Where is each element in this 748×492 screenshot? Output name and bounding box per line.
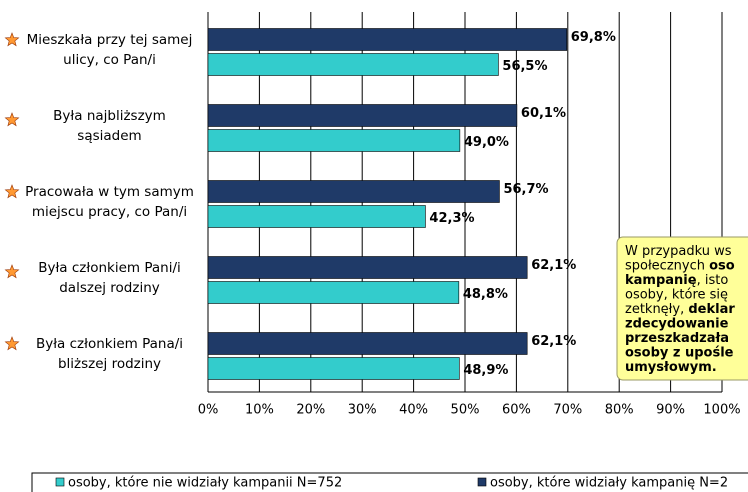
legend-label: osoby, które widziały kampanię N=2 bbox=[490, 476, 728, 491]
legend-box bbox=[31, 472, 748, 492]
x-tick-label: 40% bbox=[399, 403, 428, 418]
value-label: 60,1% bbox=[521, 106, 566, 121]
annotation-segment: umysłowym. bbox=[625, 360, 717, 375]
star-icon bbox=[4, 112, 20, 127]
annotation-segment: , isto bbox=[697, 273, 729, 288]
x-tick-label: 0% bbox=[198, 403, 219, 418]
annotation-segment: przeszkadzała bbox=[625, 331, 729, 346]
annotation-text: W przypadku ws społecznych oso kampanię, i… bbox=[625, 244, 735, 375]
value-label: 48,9% bbox=[463, 363, 508, 378]
category-label: Mieszkała przy tej samej ulicy, co Pan/i bbox=[26, 32, 193, 68]
annotation-segment: osoby z upośle bbox=[625, 345, 734, 360]
category-label: Była członkiem Pana/i bliższej rodziny bbox=[35, 336, 184, 372]
x-tick-label: 70% bbox=[553, 403, 582, 418]
star-icon bbox=[4, 264, 20, 279]
annotation-segment: zdecydowanie bbox=[625, 316, 729, 331]
legend-label: osoby, które nie widziały kampanii N=752 bbox=[68, 476, 342, 491]
star-icon bbox=[4, 32, 20, 47]
annotation-segment: deklar bbox=[688, 302, 735, 317]
value-label: 69,8% bbox=[571, 30, 616, 45]
legend-swatch bbox=[477, 477, 487, 487]
value-label: 62,1% bbox=[531, 334, 576, 349]
x-tick-label: 30% bbox=[348, 403, 377, 418]
annotation-segment: W przypadku ws bbox=[625, 244, 732, 259]
bar bbox=[207, 357, 460, 380]
x-tick-label: 20% bbox=[296, 403, 325, 418]
value-label: 56,5% bbox=[502, 59, 547, 74]
category-label: Była członkiem Pani/i dalszej rodziny bbox=[38, 260, 181, 296]
value-label: 56,7% bbox=[503, 182, 548, 197]
x-tick-label: 50% bbox=[451, 403, 480, 418]
category-label: Pracowała w tym samym miejscu pracy, co … bbox=[25, 184, 194, 220]
annotation-segment: kampanię bbox=[625, 273, 697, 288]
value-label: 42,3% bbox=[429, 211, 474, 226]
x-tick-label: 90% bbox=[656, 403, 685, 418]
star-icon bbox=[4, 184, 20, 199]
value-label: 49,0% bbox=[464, 135, 509, 150]
bar bbox=[207, 53, 499, 76]
bar bbox=[207, 281, 460, 304]
bar bbox=[207, 28, 568, 51]
annotation-segment: osoby, które się bbox=[625, 287, 728, 302]
bar bbox=[207, 205, 426, 228]
x-tick-label: 60% bbox=[502, 403, 531, 418]
annotation-segment: oso bbox=[709, 258, 735, 273]
annotation-segment: społecznych bbox=[625, 258, 709, 273]
value-label: 62,1% bbox=[531, 258, 576, 273]
bar bbox=[207, 180, 500, 203]
bar bbox=[207, 129, 461, 152]
bar bbox=[207, 256, 528, 279]
x-tick-label: 80% bbox=[605, 403, 634, 418]
annotation-segment: zetknęły, bbox=[625, 302, 688, 317]
annotation-box bbox=[616, 236, 748, 381]
star-icon bbox=[4, 336, 20, 351]
x-tick-label: 100% bbox=[703, 403, 740, 418]
value-label: 48,8% bbox=[463, 287, 508, 302]
legend-swatch bbox=[55, 477, 65, 487]
x-tick-label: 10% bbox=[245, 403, 274, 418]
bar bbox=[207, 104, 518, 127]
bar bbox=[207, 332, 528, 355]
category-label: Była najbliższym sąsiadem bbox=[53, 108, 166, 144]
